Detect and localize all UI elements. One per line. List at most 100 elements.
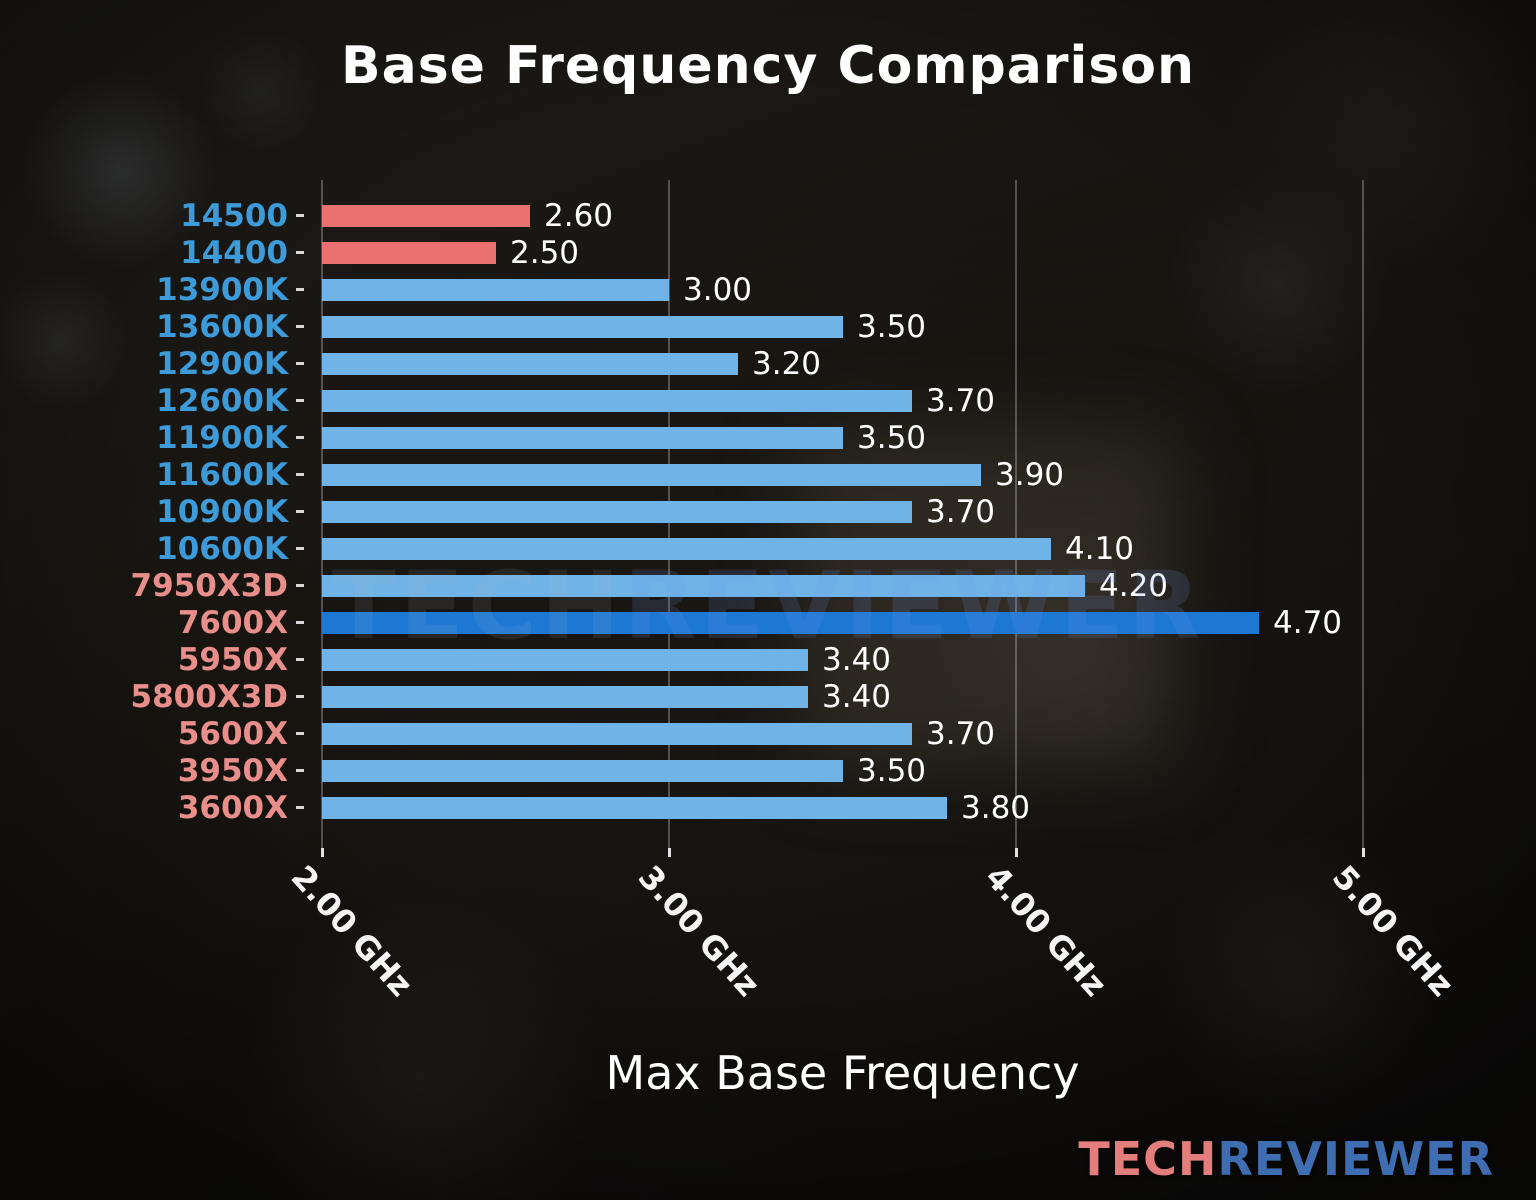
- y-tick: [296, 732, 304, 735]
- category-label: 7950X3D: [130, 567, 288, 604]
- value-label: 3.70: [926, 493, 996, 530]
- y-tick: [296, 806, 304, 809]
- y-tick: [296, 251, 304, 254]
- category-label: 14400: [180, 234, 288, 271]
- value-label: 3.50: [857, 419, 927, 456]
- y-tick: [296, 214, 304, 217]
- category-label: 13900K: [156, 271, 288, 308]
- bar-5800X3D: [322, 685, 808, 708]
- category-label: 7600X: [177, 604, 288, 641]
- y-tick: [296, 769, 304, 772]
- bar-row: 5800X3D 3.40: [0, 678, 1536, 715]
- y-tick: [296, 362, 304, 365]
- x-tick: [1362, 848, 1365, 857]
- y-tick: [296, 399, 304, 402]
- bar-10900K: [322, 500, 912, 523]
- bar-11900K: [322, 426, 843, 449]
- bar-row: 13900K 3.00: [0, 271, 1536, 308]
- value-label: 3.50: [857, 752, 927, 789]
- bar-12600K: [322, 389, 912, 412]
- bar-5950X: [322, 648, 808, 671]
- value-label: 3.80: [961, 789, 1031, 826]
- value-label: 3.70: [926, 382, 996, 419]
- bar-10600K: [322, 537, 1051, 560]
- category-label: 3600X: [177, 789, 288, 826]
- bar-row: 11900K 3.50: [0, 419, 1536, 456]
- x-tick: [668, 848, 671, 857]
- bar-12900K: [322, 352, 738, 375]
- bar-row: 13600K 3.50: [0, 308, 1536, 345]
- category-label: 12900K: [156, 345, 288, 382]
- category-label: 5800X3D: [130, 678, 288, 715]
- bar-row: 10600K 4.10: [0, 530, 1536, 567]
- category-label: 11900K: [156, 419, 288, 456]
- bar-row: 14400 2.50: [0, 234, 1536, 271]
- bar-row: 7600X 4.70: [0, 604, 1536, 641]
- y-tick: [296, 547, 304, 550]
- value-label: 3.90: [995, 456, 1065, 493]
- value-label: 4.20: [1099, 567, 1169, 604]
- bar-row: 3600X 3.80: [0, 789, 1536, 826]
- logo-reviewer: REVIEWER: [1217, 1132, 1494, 1186]
- value-label: 3.20: [752, 345, 822, 382]
- value-label: 3.00: [683, 271, 753, 308]
- gridline: [1015, 180, 1017, 848]
- x-tick: [321, 848, 324, 857]
- y-tick: [296, 288, 304, 291]
- bar-3950X: [322, 759, 843, 782]
- bar-3600X: [322, 796, 947, 819]
- y-tick: [296, 510, 304, 513]
- chart-title: Base Frequency Comparison: [340, 36, 1196, 96]
- category-label: 14500: [180, 197, 288, 234]
- value-label: 3.40: [822, 641, 892, 678]
- y-tick: [296, 621, 304, 624]
- bar-row: 11600K 3.90: [0, 456, 1536, 493]
- bar-13900K: [322, 278, 669, 301]
- bar-row: 10900K 3.70: [0, 493, 1536, 530]
- brand-logo: TECHREVIEWER: [1078, 1132, 1494, 1186]
- bar-row: 5950X 3.40: [0, 641, 1536, 678]
- bar-11600K: [322, 463, 981, 486]
- category-label: 10600K: [156, 530, 288, 567]
- y-tick: [296, 473, 304, 476]
- value-label: 4.70: [1273, 604, 1343, 641]
- y-tick: [296, 658, 304, 661]
- bar-rows: 14500 2.60 14400 2.50 13900K 3.00 13600K 3.50 12…: [0, 197, 1536, 826]
- bar-14400: [322, 241, 496, 264]
- bar-13600K: [322, 315, 843, 338]
- bar-7950X3D: [322, 574, 1085, 597]
- bar-row: 12600K 3.70: [0, 382, 1536, 419]
- bar-14500: [322, 204, 530, 227]
- category-label: 5600X: [177, 715, 288, 752]
- value-label: 3.70: [926, 715, 996, 752]
- bar-row: 14500 2.60: [0, 197, 1536, 234]
- y-tick: [296, 695, 304, 698]
- bar-row: 5600X 3.70: [0, 715, 1536, 752]
- logo-tech: TECH: [1078, 1132, 1218, 1186]
- value-label: 3.50: [857, 308, 927, 345]
- value-label: 2.60: [544, 197, 614, 234]
- category-label: 11600K: [156, 456, 288, 493]
- gridline: [1362, 180, 1364, 848]
- value-label: 4.10: [1065, 530, 1135, 567]
- category-label: 10900K: [156, 493, 288, 530]
- bar-row: 3950X 3.50: [0, 752, 1536, 789]
- category-label: 3950X: [177, 752, 288, 789]
- value-label: 3.40: [822, 678, 892, 715]
- bar-row: 12900K 3.20: [0, 345, 1536, 382]
- bar-7600X: [322, 611, 1259, 634]
- x-tick: [1015, 848, 1018, 857]
- category-label: 12600K: [156, 382, 288, 419]
- bar-5600X: [322, 722, 912, 745]
- y-tick: [296, 584, 304, 587]
- x-axis-label: Max Base Frequency: [605, 1046, 1080, 1100]
- y-tick: [296, 436, 304, 439]
- category-label: 5950X: [177, 641, 288, 678]
- bar-row: 7950X3D 4.20: [0, 567, 1536, 604]
- y-tick: [296, 325, 304, 328]
- value-label: 2.50: [510, 234, 580, 271]
- category-label: 13600K: [156, 308, 288, 345]
